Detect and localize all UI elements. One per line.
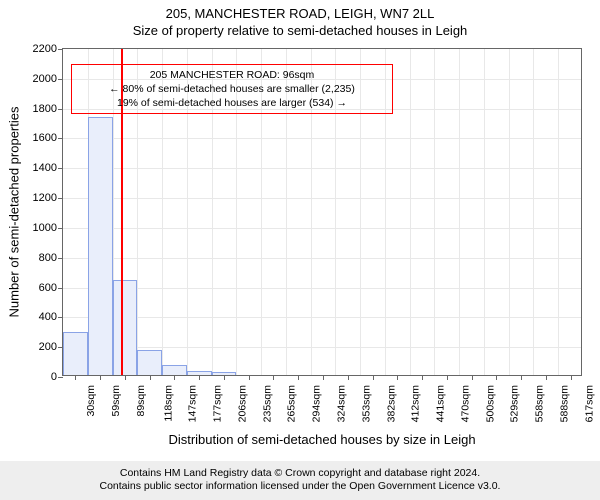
y-tick-mark: [58, 198, 63, 199]
x-tick-mark: [496, 375, 497, 380]
x-tick-mark: [150, 375, 151, 380]
histogram-bar: [162, 365, 187, 375]
page-title: 205, MANCHESTER ROAD, LEIGH, WN7 2LL: [0, 0, 600, 21]
y-tick-mark: [58, 168, 63, 169]
x-tick-label: 89sqm: [135, 385, 147, 417]
annotation-box: 205 MANCHESTER ROAD: 96sqm← 80% of semi-…: [71, 64, 393, 115]
gridline-h: [63, 138, 581, 139]
gridline-h: [63, 198, 581, 199]
page-subtitle: Size of property relative to semi-detach…: [0, 21, 600, 38]
gridline-v: [509, 49, 510, 375]
y-tick-mark: [58, 138, 63, 139]
y-tick-mark: [58, 228, 63, 229]
gridline-v: [533, 49, 534, 375]
y-tick-mark: [58, 377, 63, 378]
x-tick-label: 294sqm: [311, 385, 323, 422]
x-tick-label: 177sqm: [212, 385, 224, 422]
attribution-footer: Contains HM Land Registry data © Crown c…: [0, 461, 600, 500]
gridline-h: [63, 258, 581, 259]
gridline-h: [63, 347, 581, 348]
x-tick-label: 617sqm: [583, 385, 595, 422]
histogram-bar: [63, 332, 88, 375]
x-tick-mark: [273, 375, 274, 380]
x-tick-label: 118sqm: [162, 385, 174, 422]
x-axis-label: Distribution of semi-detached houses by …: [168, 432, 475, 447]
annotation-line: 19% of semi-detached houses are larger (…: [82, 96, 382, 110]
x-tick-label: 235sqm: [261, 385, 273, 422]
y-tick-mark: [58, 49, 63, 50]
gridline-v: [484, 49, 485, 375]
x-tick-mark: [298, 375, 299, 380]
x-tick-mark: [224, 375, 225, 380]
y-tick-mark: [58, 317, 63, 318]
x-tick-label: 30sqm: [85, 385, 97, 417]
x-tick-mark: [521, 375, 522, 380]
gridline-h: [63, 168, 581, 169]
x-tick-mark: [397, 375, 398, 380]
gridline-v: [434, 49, 435, 375]
x-tick-mark: [571, 375, 572, 380]
x-tick-label: 500sqm: [484, 385, 496, 422]
x-tick-label: 558sqm: [534, 385, 546, 422]
histogram-bar: [88, 117, 113, 375]
x-tick-label: 382sqm: [385, 385, 397, 422]
x-tick-mark: [323, 375, 324, 380]
x-tick-label: 529sqm: [509, 385, 521, 422]
x-tick-label: 147sqm: [187, 385, 199, 422]
histogram-bar: [113, 280, 138, 375]
gridline-v: [558, 49, 559, 375]
y-tick-mark: [58, 258, 63, 259]
x-tick-mark: [422, 375, 423, 380]
x-tick-label: 206sqm: [237, 385, 249, 422]
annotation-line: ← 80% of semi-detached houses are smalle…: [82, 82, 382, 96]
x-tick-mark: [199, 375, 200, 380]
x-tick-mark: [472, 375, 473, 380]
x-tick-label: 353sqm: [360, 385, 372, 422]
x-tick-label: 470sqm: [459, 385, 471, 422]
x-tick-mark: [249, 375, 250, 380]
histogram-chart: 0200400600800100012001400160018002000220…: [62, 48, 582, 376]
x-tick-label: 324sqm: [336, 385, 348, 422]
gridline-h: [63, 317, 581, 318]
y-axis-label: Number of semi-detached properties: [7, 107, 22, 318]
gridline-h: [63, 288, 581, 289]
gridline-h: [63, 228, 581, 229]
x-tick-label: 441sqm: [435, 385, 447, 422]
footer-line-1: Contains HM Land Registry data © Crown c…: [4, 467, 596, 481]
x-tick-label: 59sqm: [110, 385, 122, 417]
x-tick-label: 588sqm: [559, 385, 571, 422]
footer-line-2: Contains public sector information licen…: [4, 480, 596, 494]
y-tick-mark: [58, 79, 63, 80]
x-tick-mark: [100, 375, 101, 380]
x-tick-mark: [373, 375, 374, 380]
gridline-v: [410, 49, 411, 375]
gridline-v: [459, 49, 460, 375]
x-tick-mark: [447, 375, 448, 380]
x-tick-label: 412sqm: [410, 385, 422, 422]
histogram-bar: [137, 350, 162, 375]
x-tick-mark: [75, 375, 76, 380]
y-tick-mark: [58, 288, 63, 289]
x-tick-mark: [546, 375, 547, 380]
annotation-line: 205 MANCHESTER ROAD: 96sqm: [82, 68, 382, 82]
x-tick-mark: [348, 375, 349, 380]
x-tick-mark: [174, 375, 175, 380]
y-tick-mark: [58, 109, 63, 110]
x-tick-mark: [125, 375, 126, 380]
x-tick-label: 265sqm: [286, 385, 298, 422]
